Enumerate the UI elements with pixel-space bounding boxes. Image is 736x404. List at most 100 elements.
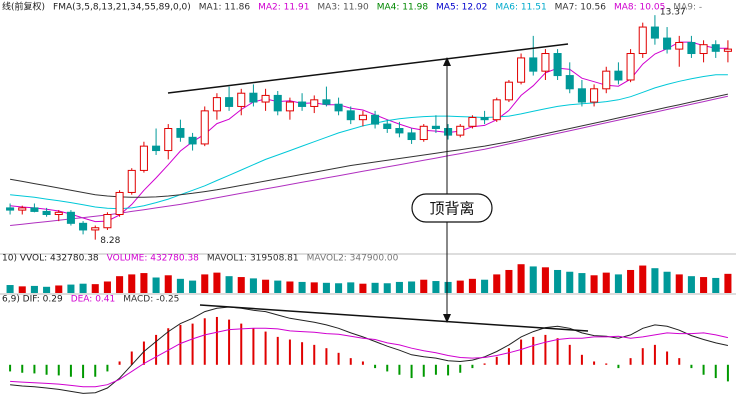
line xyxy=(10,93,729,198)
candle-body xyxy=(626,53,635,81)
volume-bar xyxy=(456,280,464,293)
trend-line xyxy=(199,304,589,332)
volume-bar xyxy=(444,281,452,293)
candle-body xyxy=(480,116,489,121)
candle-body xyxy=(176,128,185,138)
volume-bar xyxy=(541,267,549,293)
volume-bar xyxy=(554,269,562,293)
volume-bar xyxy=(152,277,160,293)
candle-body xyxy=(66,211,75,224)
volume-bar xyxy=(663,271,671,293)
candle-body xyxy=(602,70,611,90)
volume-bar xyxy=(249,278,257,293)
volume-bar xyxy=(274,280,282,293)
candle-body xyxy=(358,114,367,121)
price-annotation: 13.37 xyxy=(660,8,686,18)
candle-body xyxy=(200,110,209,145)
volume-bar xyxy=(30,285,38,293)
volume-bar xyxy=(262,279,270,293)
volume-bar xyxy=(140,273,148,293)
candle-body xyxy=(553,53,562,77)
legend-entry: MA6: 11.51 xyxy=(495,3,546,13)
legend-entry: DEA: 0.41 xyxy=(71,295,116,305)
candle-body xyxy=(565,75,574,90)
candle-body xyxy=(273,94,282,112)
volume-bar xyxy=(43,286,51,293)
volume-bar xyxy=(517,264,525,293)
legend-entry: MA5: 12.02 xyxy=(436,3,487,13)
volume-bar xyxy=(103,281,111,293)
candle-body xyxy=(723,48,732,52)
candle-body xyxy=(468,116,477,127)
candle-body xyxy=(212,97,221,112)
volume-bar xyxy=(675,274,683,293)
candle-body xyxy=(54,211,63,216)
candle-body xyxy=(541,53,550,72)
volume-bar xyxy=(213,272,221,293)
candle-body xyxy=(577,88,586,103)
legend-entry: MA4: 11.98 xyxy=(377,3,429,13)
candle-body xyxy=(188,136,197,145)
volume-bar xyxy=(116,276,124,293)
volume-bar xyxy=(335,283,343,293)
candle-body xyxy=(383,123,392,130)
plot: 13.37 8.28 xyxy=(6,8,732,394)
volume-bar xyxy=(18,286,26,293)
candle-body xyxy=(139,145,148,171)
volume-bar xyxy=(164,275,172,293)
volume-bar xyxy=(700,277,708,293)
volume-bar xyxy=(55,285,63,293)
volume-bar xyxy=(432,281,440,293)
volume-bar xyxy=(237,277,245,293)
volume-bar xyxy=(468,278,476,293)
legend-entry: MACD: -0.25 xyxy=(123,295,179,305)
candle-body xyxy=(346,110,355,121)
header-label: FMA(3,5,8,13,21,34,55,89,0,0) xyxy=(53,3,191,13)
legend-entry: VOLUME: 432780.38 xyxy=(107,254,200,264)
volume-bar xyxy=(420,279,428,293)
volume-bar xyxy=(724,273,732,293)
legend-entry: MAVOL2: 347900.00 xyxy=(307,254,399,264)
volume-bar xyxy=(201,274,209,293)
candle-body xyxy=(152,145,161,152)
volume-bar xyxy=(79,283,87,293)
volume-bar xyxy=(6,285,14,293)
volume-bar xyxy=(310,282,318,293)
line xyxy=(10,327,729,388)
candle-body xyxy=(638,26,647,55)
volume-bar xyxy=(481,279,489,293)
volume-bar xyxy=(189,280,197,293)
volume-bar xyxy=(371,282,379,293)
candle-body xyxy=(310,99,319,107)
candle-body xyxy=(504,81,513,101)
callout-box xyxy=(411,193,493,223)
candle-body xyxy=(687,41,696,55)
volume-bar xyxy=(67,284,75,293)
volume-bar xyxy=(578,273,586,293)
volume-bar xyxy=(627,269,635,293)
volume-bar xyxy=(590,275,598,293)
candle-body xyxy=(517,57,526,83)
header-label: 线(前复权) xyxy=(2,1,45,13)
candle-body xyxy=(614,70,623,81)
volume-bar xyxy=(322,282,330,293)
candle-body xyxy=(298,101,307,107)
candle-body xyxy=(529,57,538,72)
legend-entry: MA1: 11.86 xyxy=(199,3,251,13)
candle-body xyxy=(115,191,124,216)
volume-bar xyxy=(176,278,184,293)
volume-bar xyxy=(505,269,513,293)
candle-body xyxy=(444,128,453,136)
legend-entry: MA9: - xyxy=(673,3,702,13)
volume-bar xyxy=(359,283,367,293)
candle-body xyxy=(419,125,428,141)
legend-entry: MA2: 11.91 xyxy=(258,3,309,13)
line xyxy=(10,95,729,226)
candle-body xyxy=(127,169,136,193)
volume-bar xyxy=(347,282,355,293)
candle-body xyxy=(103,214,112,229)
volume-bar xyxy=(395,281,403,293)
volume-bar xyxy=(566,271,574,293)
volume-bar xyxy=(639,265,647,293)
